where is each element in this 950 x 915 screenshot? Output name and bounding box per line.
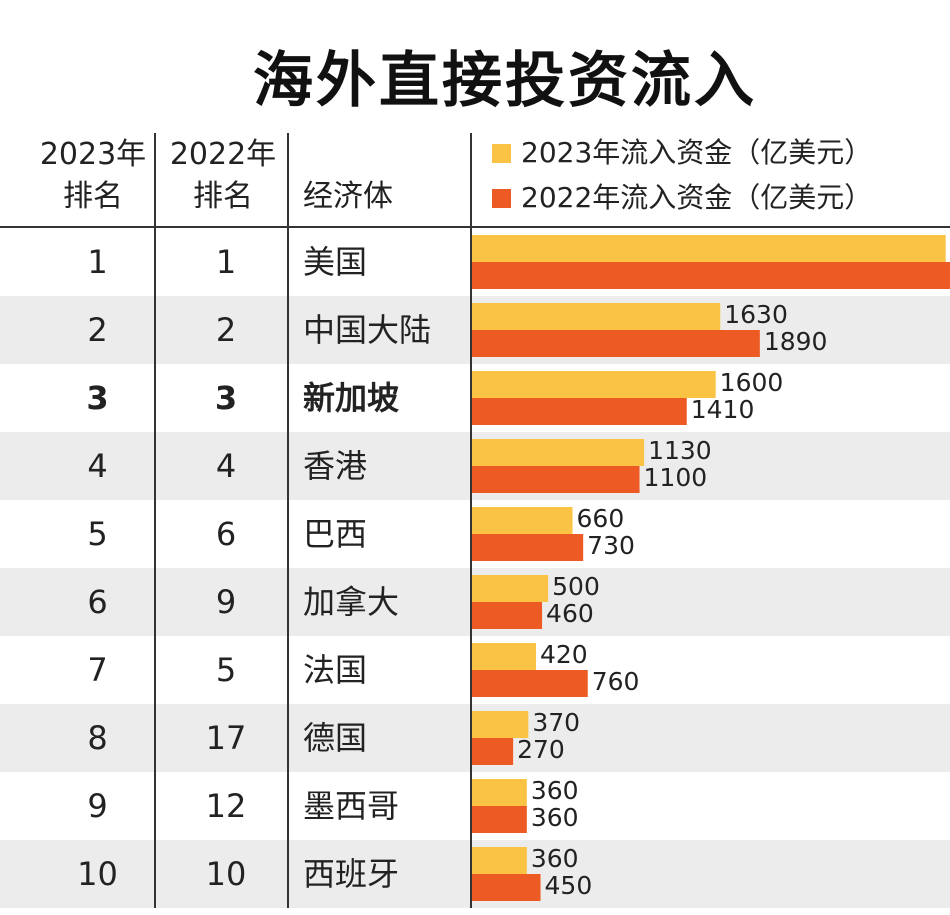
header-rank-2023-line2: 排名 [63,179,123,214]
table-row: 3 3 新加坡 [0,364,950,432]
bar-2023 [472,711,529,738]
table-row: 9 12 墨西哥 [0,772,950,840]
header-divider [0,226,950,228]
bar-label-2022: 1100 [644,463,708,492]
bar-2023 [472,847,527,874]
rank-2023-cell: 6 [87,583,108,621]
bar-label-2023: 360 [531,844,579,873]
bar-label-2022: 450 [545,871,593,900]
legend-item-2023: 2023年流入资金（亿美元） [492,133,872,173]
economy-cell: 美国 [303,243,368,281]
bar-2023 [472,303,721,330]
header-rank-2023-line1: 2023年 [39,137,147,172]
economy-cell: 墨西哥 [303,787,400,825]
rank-2022-cell: 6 [215,515,237,553]
bar-2022 [472,534,584,561]
chart-title: 海外直接投资流入 [253,46,757,116]
rank-2022-cell: 5 [215,651,237,689]
rank-2023-cell: 5 [87,515,108,553]
header-rank-2022-line2: 排名 [193,179,253,214]
economy-cell: 新加坡 [303,379,400,417]
rank-2022-cell: 2 [215,311,237,349]
table-row: 5 6 巴西 [0,500,950,568]
bar-label-2022: 760 [592,667,640,696]
bar-2023 [472,643,536,670]
bar-label-2022: 1890 [764,327,828,356]
legend-swatch-2022 [492,189,511,208]
rank-2023-cell: 10 [77,855,118,893]
economy-cell: 西班牙 [303,855,400,893]
rank-2022-cell: 1 [215,243,237,281]
bar-label-2023: 1630 [724,300,788,329]
legend-label-2022: 2022年流入资金（亿美元） [521,181,873,214]
bar-2023 [472,371,716,398]
bar-label-2022: 460 [546,599,594,628]
header-economy: 经济体 [303,179,393,214]
rank-2023-cell: 7 [87,651,108,689]
bar-2023 [472,507,573,534]
bar-label-2022: 730 [587,531,635,560]
legend-item-2022: 2022年流入资金（亿美元） [492,178,872,218]
table-row: 1 1 美国 [0,228,950,296]
rank-2022-cell: 4 [215,447,237,485]
rank-2023-cell: 9 [87,787,108,825]
rank-2022-cell: 3 [214,379,238,417]
rank-2023-cell: 2 [87,311,108,349]
header-rank-2022: 2022年 排名 [158,134,288,218]
legend-swatch-2023 [492,144,511,163]
rank-2023-cell: 4 [87,447,108,485]
bar-2022 [472,874,541,901]
divider-rank-columns [154,133,156,908]
rank-2023-cell: 1 [87,243,108,281]
economy-cell: 中国大陆 [303,311,432,349]
divider-economy-bars [470,133,472,908]
bar-2023 [472,575,549,602]
bar-2023 [472,439,645,466]
table-row: 7 5 法国 [0,636,950,704]
bar-label-2023: 360 [531,776,579,805]
economy-cell: 法国 [303,651,368,689]
bar-label-2023: 1130 [648,436,712,465]
bar-2022 [472,602,543,629]
rank-2023-cell: 8 [87,719,108,757]
economy-cell: 德国 [303,719,368,757]
bar-2022 [472,670,588,697]
bar-2022 [472,330,760,357]
bar-label-2022: 1410 [691,395,755,424]
bar-2023 [472,779,527,806]
bar-2022 [472,262,950,289]
header-rank-2023: 2023年 排名 [28,134,158,218]
legend-label-2023: 2023年流入资金（亿美元） [521,136,873,169]
bar-label-2023: 1600 [720,368,784,397]
bar-label-2022: 360 [531,803,579,832]
bar-label-2023: 420 [540,640,588,669]
rank-2022-cell: 9 [215,583,237,621]
bar-label-2023: 660 [577,504,625,533]
bar-label-2023: 370 [532,708,580,737]
economy-cell: 加拿大 [303,583,400,621]
economy-cell: 香港 [303,447,368,485]
economy-cell: 巴西 [303,515,368,553]
divider-rank-economy [287,133,289,908]
header-rank-2022-line1: 2022年 [169,137,277,172]
rank-2023-cell: 3 [86,379,109,417]
rank-2022-cell: 10 [205,855,247,893]
bar-2022 [472,466,640,493]
bar-2023 [472,235,946,262]
rank-2022-cell: 17 [205,719,247,757]
bar-label-2022: 270 [517,735,565,764]
bar-2022 [472,398,687,425]
bar-2022 [472,738,514,765]
rank-2022-cell: 12 [205,787,247,825]
bar-2022 [472,806,527,833]
bar-label-2023: 500 [552,572,600,601]
